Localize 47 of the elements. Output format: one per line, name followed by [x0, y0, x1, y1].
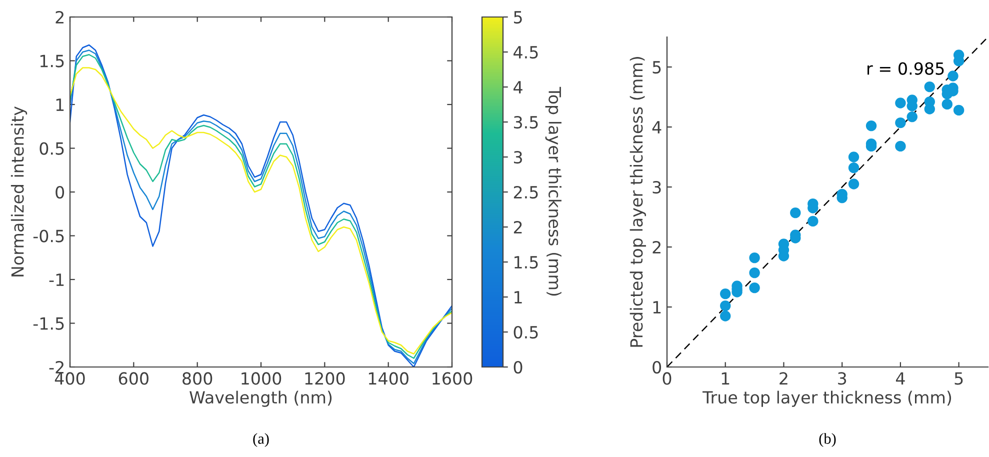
color-bar-label: 1.5 [514, 256, 538, 269]
y-axis-title: Normalized intensity [10, 106, 28, 276]
y-tick-label: -1 [49, 274, 64, 286]
y-tick-label: -0.5 [33, 230, 64, 242]
color-bar-label: 2 [514, 220, 522, 234]
color-bar-label: 5 [514, 11, 522, 24]
color-bar-label: 1 [514, 291, 522, 304]
y-tick-label: 1 [653, 301, 661, 314]
y-tick-label: 5 [652, 61, 661, 74]
color-bar-label: 0 [514, 360, 522, 374]
text: (a) [253, 433, 269, 447]
x-tick-label: 0 [662, 372, 672, 385]
x-tick-label: 1600 [432, 372, 472, 385]
y-tick-label: 0.5 [40, 142, 64, 155]
color-bar-label: 3 [514, 150, 522, 164]
color-bar-label: 3.5 [514, 116, 538, 129]
y-tick-label: 0 [56, 186, 64, 199]
color-bar-label: 2.5 [514, 186, 538, 199]
x-tick-label: 600 [118, 372, 148, 385]
y-tick-label: -1.5 [33, 317, 64, 330]
x-tick-label: 1 [722, 372, 730, 385]
y-tick-label: 2 [56, 10, 64, 24]
x-tick-label: 1000 [242, 372, 282, 385]
y-tick-label: -2 [49, 360, 64, 374]
x-tick-label: 2 [780, 372, 788, 385]
x-tick-label: 800 [182, 372, 212, 385]
color-bar-label: 4.5 [514, 46, 538, 59]
y-tick-label: 1.5 [40, 54, 64, 68]
y-tick-label: 2 [652, 240, 660, 254]
y-tick-label: 1 [56, 98, 64, 111]
x-axis-title: True top layer thickness (mm) [702, 390, 952, 407]
y-tick-label: 4 [652, 121, 662, 134]
x-tick-label: 3 [838, 372, 846, 385]
color-bar-label: 4 [514, 81, 522, 94]
color-bar-label: 0.5 [514, 326, 538, 339]
x-axis-title: Wavelength (nm) [190, 390, 332, 407]
x-tick-label: 1400 [368, 372, 408, 385]
x-tick-label: 5 [954, 372, 963, 385]
x-tick-label: 400 [54, 372, 85, 385]
y-tick-label: 0 [652, 360, 662, 374]
text: (b) [819, 433, 836, 447]
y-tick-label: 3 [652, 180, 661, 194]
y-axis-title: Predicted top layer thickness (mm) [630, 57, 646, 347]
annotation: r = 0.985 [868, 62, 944, 75]
x-tick-label: 4 [896, 372, 905, 385]
color-bar-title: Top layer thickness (mm) [545, 86, 562, 296]
x-tick-label: 1200 [305, 372, 345, 385]
